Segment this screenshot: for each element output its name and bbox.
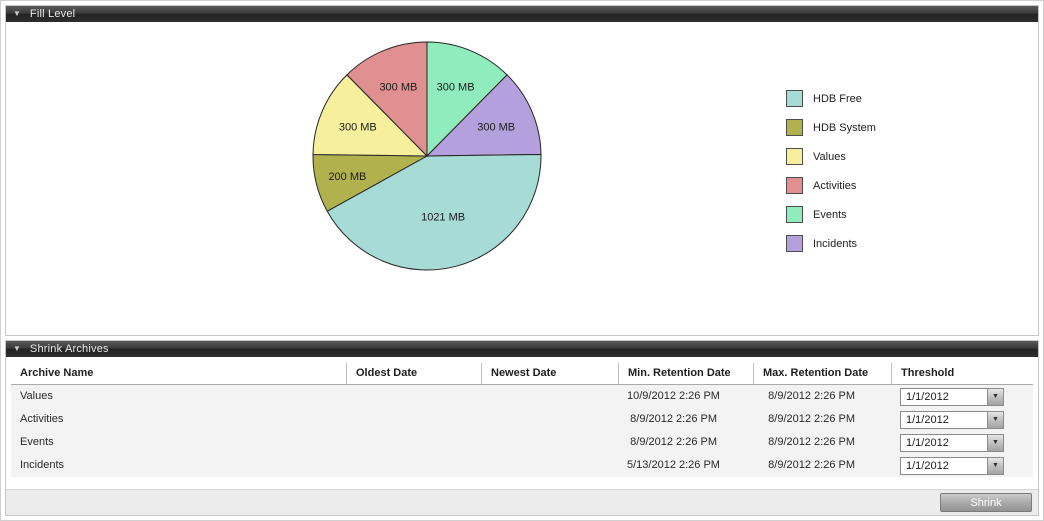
table-row-events[interactable]: Events 8/9/2012 2:26 PM 8/9/2012 2:26 PM 1/…	[11, 431, 1033, 454]
min-retention-date-cell: 5/13/2012 2:26 PM	[627, 459, 720, 471]
archive-name-cell: Activities	[20, 413, 64, 425]
dropdown-arrow-glyph: ▼	[992, 462, 999, 469]
newest-date-cell	[481, 408, 618, 431]
min-retention-date-cell: 8/9/2012 2:26 PM	[630, 413, 717, 425]
pie-slice-value-label: 300 MB	[379, 81, 417, 93]
pie-chart-legend: HDB Free HDB System Values Activities Events…	[786, 90, 876, 264]
shrink-archives-panel-title: Shrink Archives	[29, 343, 109, 355]
legend-color-swatch	[786, 90, 803, 107]
table-row-values[interactable]: Values 10/9/2012 2:26 PM 8/9/2012 2:26 PM 1…	[11, 385, 1033, 408]
min-retention-date-cell: 10/9/2012 2:26 PM	[627, 390, 720, 402]
chevron-down-icon[interactable]: ▼	[987, 411, 1003, 428]
shrink-button[interactable]: Shrink	[940, 493, 1032, 512]
oldest-date-cell	[346, 385, 481, 408]
pie-slice-activities	[346, 41, 428, 158]
oldest-date-cell	[346, 408, 481, 431]
pie-slice-value-label: 300 MB	[437, 81, 475, 93]
min-retention-date-cell: 8/9/2012 2:26 PM	[630, 436, 717, 448]
legend-color-swatch	[786, 235, 803, 252]
pie-slice-value-label: 1021 MB	[421, 212, 465, 224]
fill-level-panel-title: Fill Level	[29, 8, 76, 20]
collapse-triangle-icon[interactable]: ▼	[13, 9, 21, 18]
newest-date-cell	[481, 431, 618, 454]
max-retention-date-cell: 8/9/2012 2:26 PM	[768, 390, 855, 402]
fill-level-panel-header[interactable]: ▼ Fill Level	[6, 6, 1038, 22]
column-header-threshold[interactable]: Threshold	[891, 363, 1033, 384]
chevron-down-icon[interactable]: ▼	[987, 434, 1003, 451]
pie-slice-value-label: 200 MB	[328, 171, 366, 183]
legend-label: Incidents	[813, 237, 858, 250]
dropdown-arrow-glyph: ▼	[992, 439, 999, 446]
chevron-down-icon[interactable]: ▼	[987, 457, 1003, 474]
legend-item-hdb-system: HDB System	[786, 119, 876, 136]
threshold-cell: 1/1/2012 ▼	[891, 431, 1033, 454]
shrink-archives-panel: ▼ Shrink Archives Archive Name Oldest Dat…	[5, 340, 1039, 516]
threshold-cell: 1/1/2012 ▼	[891, 385, 1033, 408]
archive-name-cell: Events	[20, 436, 54, 448]
column-header-min-retention-date[interactable]: Min. Retention Date	[618, 363, 753, 384]
legend-label: Activities	[813, 179, 857, 192]
legend-item-activities: Activities	[786, 177, 876, 194]
fill-level-pie-chart: 300 MB 300 MB 1021 MB 200 MB 300 MB 300 MB	[312, 41, 542, 271]
threshold-dropdown-value: 1/1/2012	[906, 459, 949, 472]
threshold-dropdown[interactable]: 1/1/2012 ▼	[900, 410, 1004, 429]
archive-name-cell: Values	[20, 390, 53, 402]
threshold-dropdown-value: 1/1/2012	[906, 436, 949, 449]
legend-color-swatch	[786, 148, 803, 165]
legend-item-values: Values	[786, 148, 876, 165]
column-header-newest-date[interactable]: Newest Date	[481, 363, 618, 384]
fill-level-panel-body: 300 MB 300 MB 1021 MB 200 MB 300 MB 300 MB HD…	[6, 22, 1038, 335]
shrink-archives-footer: Shrink	[6, 489, 1038, 515]
pie-slice-incidents	[425, 74, 542, 157]
archives-table-header-row: Archive Name Oldest Date Newest Date Min. R…	[11, 363, 1033, 385]
pie-slice-hdb-free	[326, 153, 542, 271]
pie-slice-values	[312, 74, 429, 157]
newest-date-cell	[481, 385, 618, 408]
legend-label: Values	[813, 150, 846, 163]
threshold-dropdown[interactable]: 1/1/2012 ▼	[900, 433, 1004, 452]
archives-table: Archive Name Oldest Date Newest Date Min. R…	[11, 363, 1033, 477]
legend-item-incidents: Incidents	[786, 235, 876, 252]
threshold-dropdown[interactable]: 1/1/2012 ▼	[900, 387, 1004, 406]
legend-label: Events	[813, 208, 847, 221]
pie-slice-value-label: 300 MB	[477, 122, 515, 134]
oldest-date-cell	[346, 454, 481, 477]
dropdown-arrow-glyph: ▼	[992, 416, 999, 423]
table-row-activities[interactable]: Activities 8/9/2012 2:26 PM 8/9/2012 2:26 …	[11, 408, 1033, 431]
threshold-dropdown-value: 1/1/2012	[906, 413, 949, 426]
legend-color-swatch	[786, 119, 803, 136]
shrink-archives-panel-header[interactable]: ▼ Shrink Archives	[6, 341, 1038, 357]
legend-item-hdb-free: HDB Free	[786, 90, 876, 107]
max-retention-date-cell: 8/9/2012 2:26 PM	[768, 436, 855, 448]
legend-label: HDB System	[813, 121, 876, 134]
fill-level-panel: ▼ Fill Level 300 MB 300 MB 1021 MB 200 MB 30…	[5, 5, 1039, 336]
column-header-oldest-date[interactable]: Oldest Date	[346, 363, 481, 384]
threshold-dropdown[interactable]: 1/1/2012 ▼	[900, 456, 1004, 475]
threshold-dropdown-value: 1/1/2012	[906, 390, 949, 403]
table-row-incidents[interactable]: Incidents 5/13/2012 2:26 PM 8/9/2012 2:26 …	[11, 454, 1033, 477]
column-header-archive-name[interactable]: Archive Name	[20, 367, 94, 379]
collapse-triangle-icon[interactable]: ▼	[13, 344, 21, 353]
legend-item-events: Events	[786, 206, 876, 223]
pie-slice-events	[426, 41, 508, 158]
legend-color-swatch	[786, 177, 803, 194]
threshold-cell: 1/1/2012 ▼	[891, 408, 1033, 431]
max-retention-date-cell: 8/9/2012 2:26 PM	[768, 459, 855, 471]
oldest-date-cell	[346, 431, 481, 454]
archives-table-body: Values 10/9/2012 2:26 PM 8/9/2012 2:26 PM 1…	[11, 385, 1033, 477]
max-retention-date-cell: 8/9/2012 2:26 PM	[768, 413, 855, 425]
threshold-cell: 1/1/2012 ▼	[891, 454, 1033, 477]
pie-slice-value-label: 300 MB	[339, 122, 377, 134]
chevron-down-icon[interactable]: ▼	[987, 388, 1003, 405]
archive-name-cell: Incidents	[20, 459, 65, 471]
legend-color-swatch	[786, 206, 803, 223]
legend-label: HDB Free	[813, 92, 862, 105]
shrink-archives-panel-body: Archive Name Oldest Date Newest Date Min. R…	[6, 357, 1038, 515]
column-header-max-retention-date[interactable]: Max. Retention Date	[753, 363, 891, 384]
newest-date-cell	[481, 454, 618, 477]
dropdown-arrow-glyph: ▼	[992, 393, 999, 400]
